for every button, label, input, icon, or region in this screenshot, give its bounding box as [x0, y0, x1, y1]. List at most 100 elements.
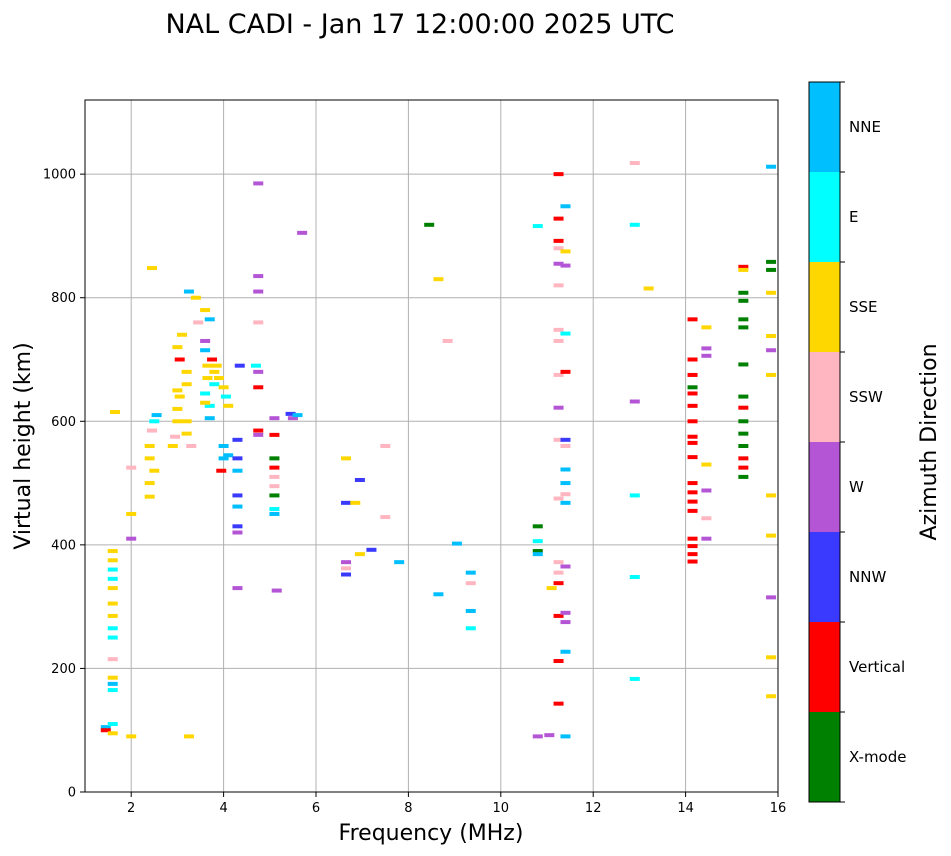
data-point — [766, 694, 777, 699]
data-point — [766, 259, 777, 264]
data-point — [110, 410, 121, 415]
data-point — [181, 431, 192, 436]
data-point — [687, 552, 698, 557]
grid-lines — [85, 100, 779, 793]
data-point — [287, 416, 298, 421]
data-point — [218, 444, 229, 448]
data-point — [546, 586, 557, 591]
data-point — [207, 357, 218, 362]
data-point — [144, 444, 155, 448]
x-tick-label: 14 — [677, 801, 694, 816]
data-point — [701, 353, 712, 358]
x-tick-label: 12 — [585, 801, 602, 816]
data-point — [341, 572, 352, 577]
data-point — [553, 372, 564, 377]
data-point — [200, 348, 211, 353]
data-point — [629, 222, 640, 227]
data-point — [701, 516, 712, 521]
data-point — [629, 676, 640, 681]
data-point — [738, 394, 749, 399]
data-point — [172, 345, 183, 350]
data-point — [629, 574, 640, 579]
data-point — [174, 357, 185, 362]
x-tick-label: 4 — [219, 801, 227, 816]
data-point — [687, 372, 698, 377]
data-point — [553, 659, 564, 664]
data-point — [553, 437, 564, 442]
colorbar-tick-label: NNE — [849, 118, 881, 136]
data-point — [553, 570, 564, 575]
data-point — [183, 289, 194, 294]
data-point — [269, 507, 280, 512]
data-point — [738, 474, 749, 479]
data-point — [553, 216, 564, 221]
data-point — [687, 419, 698, 424]
data-point — [174, 394, 185, 399]
data-point — [341, 456, 352, 461]
data-point — [269, 511, 280, 516]
data-point — [269, 432, 280, 437]
data-point — [687, 440, 698, 445]
data-point — [553, 581, 564, 586]
data-point — [253, 428, 264, 433]
data-points — [100, 161, 777, 739]
data-point — [107, 567, 118, 572]
data-point — [701, 536, 712, 541]
data-point — [738, 405, 749, 410]
data-point — [553, 338, 564, 343]
data-point — [350, 500, 361, 505]
colorbar-segment — [809, 622, 840, 712]
data-point — [250, 363, 261, 368]
data-point — [269, 416, 280, 421]
data-point — [107, 576, 118, 581]
data-point — [107, 675, 118, 680]
data-point — [553, 261, 564, 266]
data-point — [532, 734, 543, 739]
data-point — [126, 465, 137, 470]
data-point — [560, 437, 571, 442]
data-point — [738, 465, 749, 470]
data-point — [687, 544, 698, 549]
data-point — [738, 317, 749, 322]
data-point — [560, 204, 571, 209]
data-point — [232, 504, 243, 509]
x-tick-label: 2 — [127, 801, 135, 816]
data-point — [269, 493, 280, 498]
x-tick-label: 8 — [404, 801, 412, 816]
data-point — [269, 456, 280, 461]
colorbar-segment — [809, 442, 840, 532]
data-point — [200, 400, 211, 405]
data-point — [553, 172, 564, 177]
data-point — [213, 376, 224, 381]
data-point — [107, 657, 118, 662]
plot-frame — [84, 99, 779, 793]
data-point — [232, 493, 243, 498]
data-point — [532, 549, 543, 554]
data-point — [209, 382, 220, 387]
data-point — [560, 610, 571, 615]
data-point — [532, 539, 543, 544]
data-point — [766, 290, 777, 295]
data-point — [181, 382, 192, 387]
data-point — [181, 419, 192, 424]
data-point — [172, 388, 183, 393]
data-point — [451, 541, 462, 546]
x-axis-label: Frequency (MHz) — [339, 821, 524, 846]
data-point — [766, 164, 777, 169]
data-point — [126, 734, 137, 739]
data-point — [193, 320, 204, 325]
data-point — [107, 601, 118, 606]
data-point — [560, 649, 571, 654]
data-point — [687, 499, 698, 504]
data-point — [177, 332, 188, 337]
x-axis: 2 4 6 8 10 12 14 16 — [127, 792, 786, 816]
data-point — [687, 403, 698, 408]
colorbar-label: Azimuth Direction — [917, 343, 942, 540]
data-point — [202, 376, 213, 381]
data-point — [107, 722, 118, 727]
data-point — [202, 363, 213, 368]
data-point — [172, 406, 183, 411]
data-point — [738, 362, 749, 367]
x-tick-label: 10 — [493, 801, 510, 816]
data-point — [766, 334, 777, 339]
